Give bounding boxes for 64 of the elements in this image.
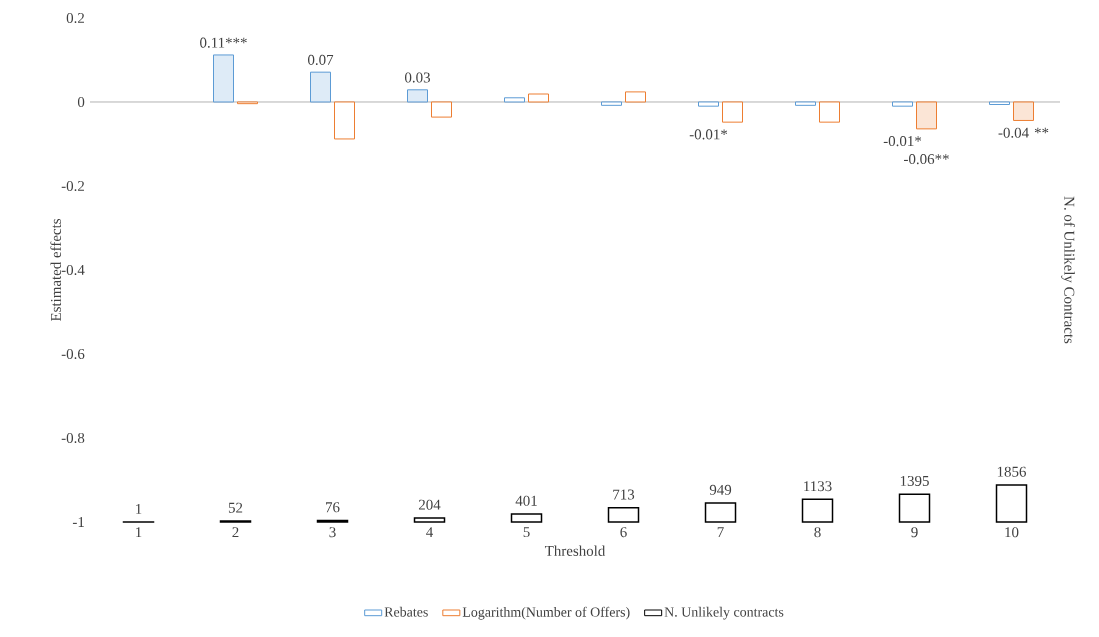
- data-label: 0.11***: [200, 37, 247, 48]
- data-label: 52: [228, 502, 243, 513]
- x-tick-label: 1: [136, 527, 142, 538]
- bar: [431, 101, 453, 118]
- bar: [801, 498, 834, 523]
- bar: [989, 101, 1011, 105]
- data-label: -0.01*: [689, 129, 728, 140]
- bar: [698, 101, 720, 107]
- bar: [310, 71, 332, 103]
- bar: [995, 484, 1028, 523]
- data-label: 204: [418, 499, 441, 510]
- bar: [722, 101, 744, 123]
- legend-label: Rebates: [384, 606, 428, 617]
- y-tick-label: -0.2: [61, 180, 84, 192]
- bar: [625, 91, 647, 103]
- data-label: 0.07: [308, 54, 334, 65]
- data-label: 713: [613, 489, 635, 500]
- x-tick-label: 3: [329, 527, 336, 538]
- data-label: -0.04 **: [998, 127, 1049, 138]
- y-tick-label: -1: [72, 517, 84, 527]
- data-label: 949: [709, 484, 732, 495]
- bar: [607, 507, 640, 523]
- y-tick-label: -0.4: [61, 264, 85, 276]
- y-tick-label: 0: [77, 96, 85, 108]
- bar: [892, 101, 914, 107]
- legend-label: N. Unlikely contracts: [664, 606, 784, 620]
- y-tick-label: 0.2: [66, 12, 84, 24]
- bar: [334, 101, 356, 140]
- x-tick-label: 8: [814, 527, 821, 538]
- data-label: 1395: [900, 475, 929, 486]
- bar: [504, 97, 526, 103]
- bar: [213, 54, 235, 103]
- bar: [528, 93, 550, 103]
- x-tick-label: 10: [1005, 527, 1019, 538]
- legend-label: Logarithm(Number of Offers): [462, 606, 630, 620]
- x-axis-title: Threshold: [544, 545, 606, 556]
- bar: [819, 101, 841, 123]
- bar: [601, 101, 623, 106]
- x-tick-label: 4: [426, 527, 434, 537]
- y-tick-label: -0.6: [61, 348, 85, 360]
- data-label: -0.01*: [883, 136, 922, 147]
- x-tick-label: 2: [232, 527, 239, 538]
- data-label: 76: [326, 502, 340, 513]
- bar: [413, 517, 446, 523]
- data-label: 0.03: [405, 72, 430, 83]
- y-axis-title: Estimated effects: [50, 218, 62, 322]
- bar: [916, 101, 938, 130]
- y2-axis-title: N. of Unlikely Contracts: [1061, 196, 1075, 344]
- bar: [510, 513, 543, 523]
- x-tick-label: 5: [523, 527, 530, 538]
- bar: [704, 502, 737, 523]
- data-label: 1: [136, 503, 142, 514]
- data-label: 401: [515, 495, 537, 506]
- x-tick-label: 9: [911, 527, 918, 538]
- y-tick-label: -0.8: [61, 432, 85, 444]
- bar: [407, 89, 429, 103]
- data-label: 1133: [804, 481, 832, 492]
- bar: [795, 101, 817, 106]
- x-tick-label: 7: [717, 527, 724, 537]
- x-tick-label: 6: [620, 527, 627, 538]
- bar: [1013, 101, 1035, 121]
- bar: [898, 493, 931, 523]
- data-label: -0.06**: [904, 154, 949, 165]
- data-label: 1856: [997, 466, 1027, 477]
